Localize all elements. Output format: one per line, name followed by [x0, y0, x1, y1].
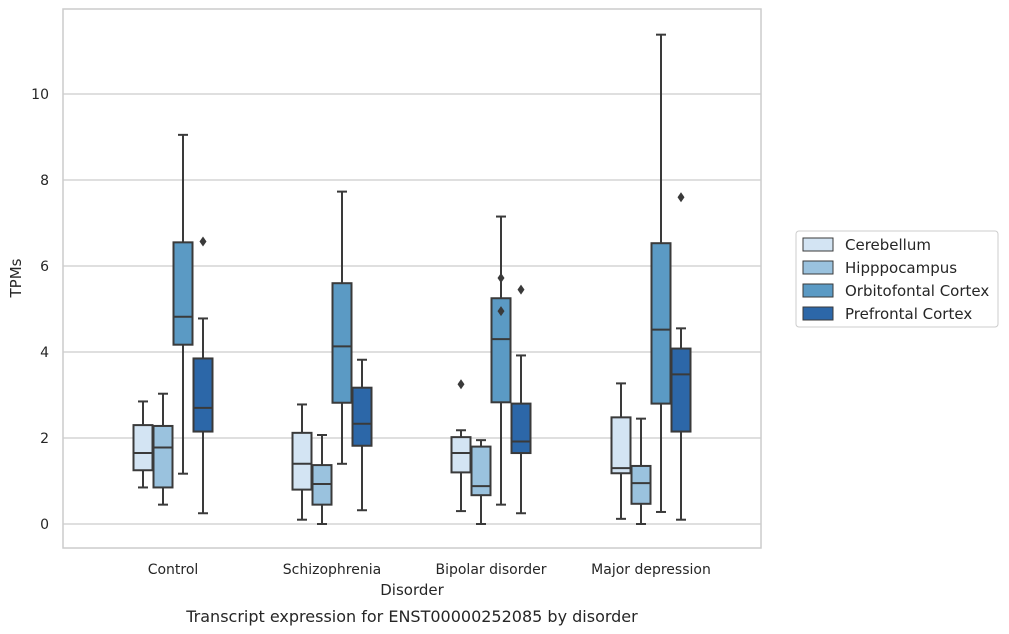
x-tick-label: Control: [148, 562, 199, 578]
iqr-box: [510, 402, 532, 455]
iqr-box: [490, 297, 512, 404]
y-tick-label: 10: [31, 87, 49, 103]
iqr-box: [172, 241, 194, 346]
box-prefrontal-cortex-bipolar-disorder: [510, 284, 532, 515]
legend-swatch: [802, 260, 834, 275]
box-hipppocampus-bipolar-disorder: [470, 439, 492, 525]
legend-swatch: [802, 306, 834, 321]
box-prefrontal-cortex-control: [192, 236, 214, 515]
iqr-box: [192, 357, 214, 433]
iqr-box: [152, 424, 174, 489]
iqr-box: [450, 436, 472, 474]
iqr-box: [470, 445, 492, 497]
y-tick-label: 6: [40, 259, 49, 275]
box-cerebellum-bipolar-disorder: [450, 379, 472, 513]
y-tick-label: 4: [40, 345, 49, 361]
legend-swatch: [802, 283, 834, 298]
box-hipppocampus-schizophrenia: [311, 433, 333, 525]
iqr-box: [650, 242, 672, 405]
box-prefrontal-cortex-major-depression: [670, 192, 692, 521]
plot-frame: [62, 8, 762, 549]
legend-label: Prefrontal Cortex: [845, 305, 972, 323]
x-axis-label: Disorder: [380, 581, 444, 599]
outlier-point: [677, 192, 685, 203]
iqr-box: [331, 282, 353, 404]
legend-label: Hipppocampus: [845, 259, 957, 277]
x-tick-label: Major depression: [591, 562, 711, 578]
outlier-point: [457, 379, 465, 390]
chart-caption: Transcript expression for ENST0000025208…: [185, 607, 638, 626]
box-orbitofontal-cortex-bipolar-disorder: [490, 215, 512, 506]
iqr-box: [670, 347, 692, 433]
box-hipppocampus-control: [152, 392, 174, 506]
iqr-box: [610, 416, 632, 475]
outlier-point: [517, 284, 525, 295]
x-tick-labels: Control Schizophrenia Bipolar disorder Majo…: [148, 562, 711, 578]
legend-label: Orbitofontal Cortex: [845, 282, 989, 300]
outlier-point: [497, 306, 505, 317]
box-cerebellum-schizophrenia: [291, 403, 313, 521]
box-cerebellum-control: [132, 400, 154, 489]
box-orbitofontal-cortex-control: [172, 133, 194, 475]
outlier-point: [497, 273, 505, 284]
y-axis-label: TPMs: [7, 258, 25, 298]
box-cerebellum-major-depression: [610, 382, 632, 520]
y-tick-labels: 0 2 4 6 8 10: [31, 87, 49, 533]
legend-swatch: [802, 237, 834, 252]
x-tick-label: Schizophrenia: [283, 562, 381, 578]
box-orbitofontal-cortex-major-depression: [650, 33, 672, 513]
outlier-point: [199, 236, 207, 247]
iqr-box: [630, 464, 652, 505]
legend-label: Cerebellum: [845, 236, 931, 254]
box-prefrontal-cortex-schizophrenia: [351, 358, 373, 512]
legend: Cerebellum Hipppocampus Orbitofontal Corte…: [795, 230, 999, 328]
box-hipppocampus-major-depression: [630, 417, 652, 525]
x-tick-label: Bipolar disorder: [435, 562, 546, 578]
legend-frame: [795, 230, 999, 328]
iqr-box: [132, 424, 154, 472]
y-tick-label: 2: [40, 431, 49, 447]
boxes: [132, 33, 692, 525]
y-tick-label: 0: [40, 517, 49, 533]
y-tick-label: 8: [40, 173, 49, 189]
iqr-box: [351, 386, 373, 447]
iqr-box: [291, 431, 313, 491]
box-orbitofontal-cortex-schizophrenia: [331, 190, 353, 465]
